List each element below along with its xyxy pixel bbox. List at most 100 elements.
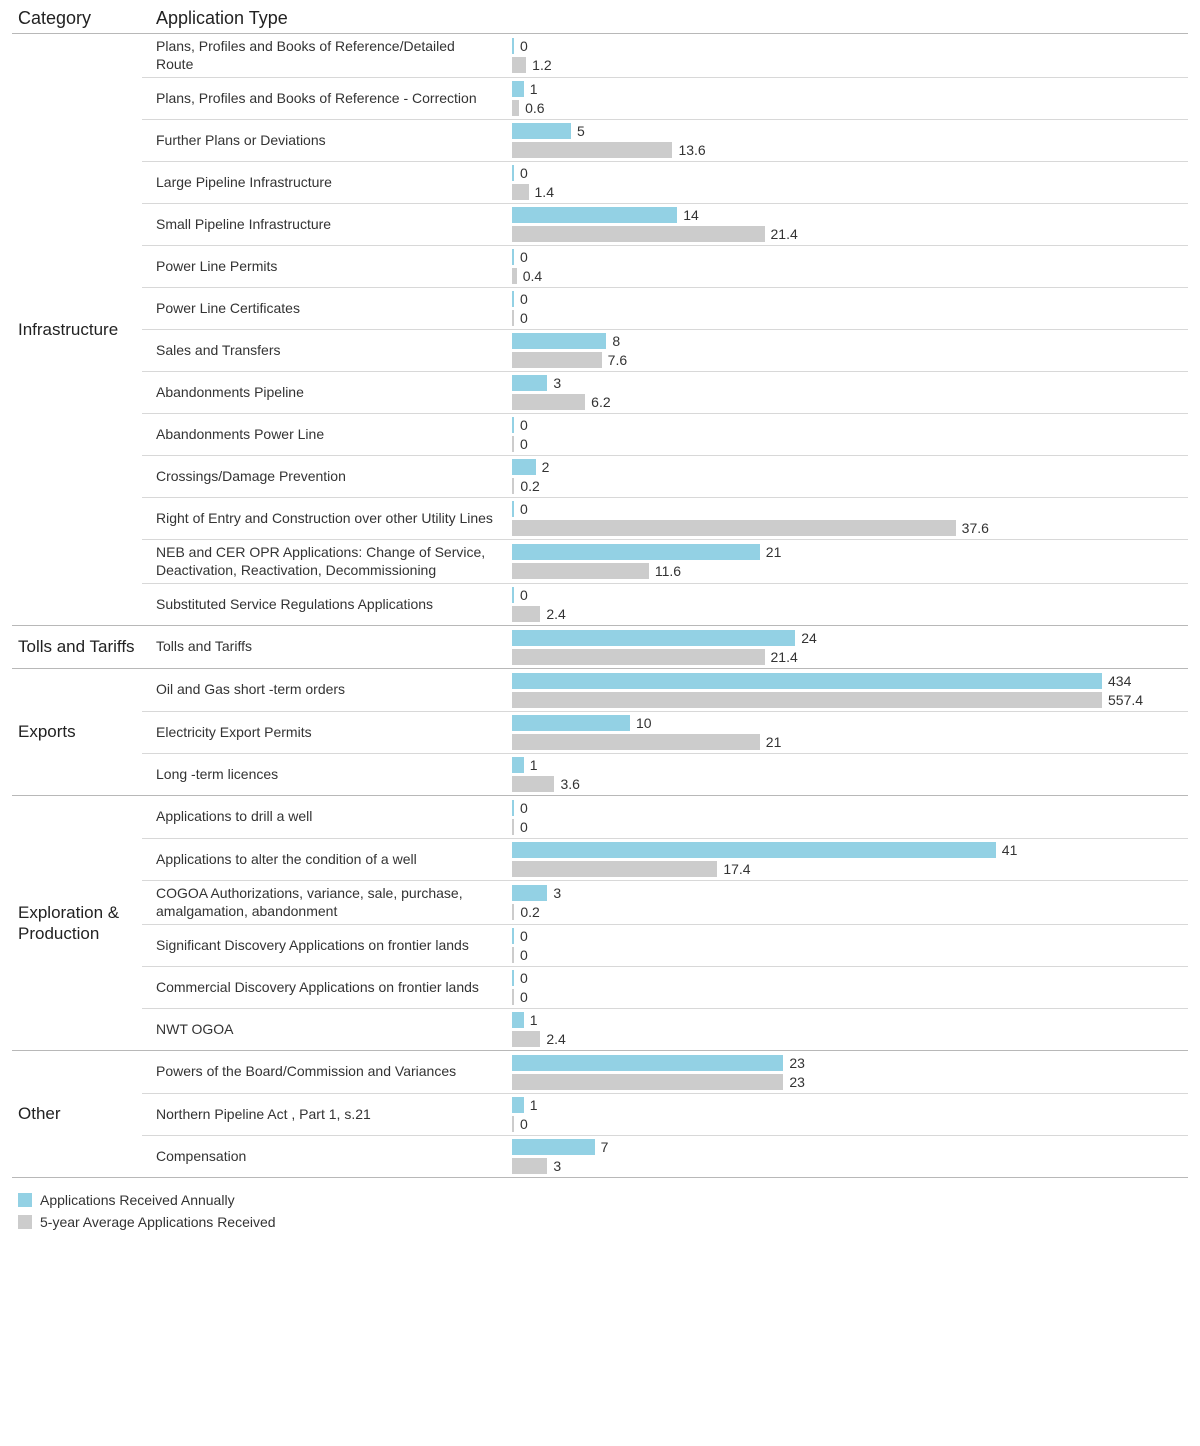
bar-line-secondary: 23	[512, 1074, 1188, 1090]
bars-cell: 30.2	[512, 881, 1188, 924]
bar-value-secondary: 0.2	[520, 904, 539, 920]
category-block: Tolls and TariffsTolls and Tariffs2421.4	[12, 626, 1188, 669]
bar-value-secondary: 0	[520, 310, 528, 326]
bar-line-primary: 3	[512, 885, 1188, 901]
bar-secondary	[512, 861, 717, 877]
category-label: Infrastructure	[12, 34, 142, 625]
bar-primary	[512, 207, 677, 223]
bar-primary	[512, 459, 536, 475]
bar-line-secondary: 0	[512, 989, 1188, 1005]
bar-value-primary: 41	[1002, 842, 1018, 858]
bar-line-secondary: 0.6	[512, 100, 1188, 116]
table-row: Compensation73	[142, 1135, 1188, 1177]
table-row: Long -term licences13.6	[142, 753, 1188, 795]
application-type-label: Tolls and Tariffs	[142, 626, 512, 668]
bar-line-secondary: 2.4	[512, 606, 1188, 622]
bar-value-primary: 1	[530, 1097, 538, 1113]
bars-cell: 00	[512, 288, 1188, 329]
bars-cell: 87.6	[512, 330, 1188, 371]
bars-cell: 037.6	[512, 498, 1188, 539]
bar-line-secondary: 0	[512, 1116, 1188, 1132]
bars-cell: 00	[512, 796, 1188, 838]
bar-value-primary: 8	[612, 333, 620, 349]
table-row: Northern Pipeline Act , Part 1, s.2110	[142, 1093, 1188, 1135]
bar-secondary	[512, 520, 956, 536]
bars-cell: 36.2	[512, 372, 1188, 413]
bar-value-primary: 0	[520, 291, 528, 307]
bar-value-primary: 7	[601, 1139, 609, 1155]
bar-value-secondary: 7.6	[608, 352, 627, 368]
application-type-label: Power Line Permits	[142, 246, 512, 287]
bar-value-primary: 0	[520, 800, 528, 816]
table-row: Applications to alter the condition of a…	[142, 838, 1188, 880]
bar-value-secondary: 557.4	[1108, 692, 1143, 708]
bar-line-primary: 14	[512, 207, 1188, 223]
bars-cell: 01.2	[512, 34, 1188, 77]
application-type-label: Oil and Gas short -term orders	[142, 669, 512, 711]
bars-cell: 14 21.4	[512, 204, 1188, 245]
application-type-label: Further Plans or Deviations	[142, 120, 512, 161]
bar-line-primary: 41	[512, 842, 1188, 858]
bar-line-secondary: 21	[512, 734, 1188, 750]
bar-value-secondary: 23	[789, 1074, 805, 1090]
application-type-label: Abandonments Power Line	[142, 414, 512, 455]
bar-value-secondary: 0	[520, 947, 528, 963]
table-row: Sales and Transfers87.6	[142, 329, 1188, 371]
bar-line-secondary: 37.6	[512, 520, 1188, 536]
bars-cell: 00	[512, 967, 1188, 1008]
bar-value-primary: 1	[530, 81, 538, 97]
application-type-label: Significant Discovery Applications on fr…	[142, 925, 512, 966]
bar-secondary	[512, 478, 514, 494]
bars-cell: 513.6	[512, 120, 1188, 161]
application-type-label: Crossings/Damage Prevention	[142, 456, 512, 497]
bars-cell: 10	[512, 1094, 1188, 1135]
bar-line-secondary: 0.2	[512, 904, 1188, 920]
bar-primary	[512, 673, 1102, 689]
application-type-label: Compensation	[142, 1136, 512, 1177]
bar-value-primary: 0	[520, 587, 528, 603]
bars-cell: 00.4	[512, 246, 1188, 287]
bar-secondary	[512, 268, 517, 284]
bar-secondary	[512, 142, 672, 158]
bar-line-secondary: 0.4	[512, 268, 1188, 284]
bar-line-secondary: 3.6	[512, 776, 1188, 792]
bars-cell: 2421.4	[512, 626, 1188, 668]
application-type-label: Substituted Service Regulations Applicat…	[142, 584, 512, 625]
bar-line-primary: 23	[512, 1055, 1188, 1071]
bar-value-primary: 23	[789, 1055, 805, 1071]
bar-secondary	[512, 1158, 547, 1174]
bar-primary	[512, 1012, 524, 1028]
bar-line-secondary: 1.2	[512, 57, 1188, 73]
bar-line-primary: 1	[512, 757, 1188, 773]
table-row: Oil and Gas short -term orders434557.4	[142, 669, 1188, 711]
bar-line-secondary: 557.4	[512, 692, 1188, 708]
rows-column: Tolls and Tariffs2421.4	[142, 626, 1188, 668]
bar-primary	[512, 1055, 783, 1071]
chart-body: InfrastructurePlans, Profiles and Books …	[12, 34, 1188, 1178]
bar-secondary	[512, 57, 526, 73]
table-row: Powers of the Board/Commission and Varia…	[142, 1051, 1188, 1093]
table-row: Commercial Discovery Applications on fro…	[142, 966, 1188, 1008]
bar-line-primary: 0	[512, 970, 1188, 986]
bar-secondary	[512, 1116, 514, 1132]
bar-line-primary: 0	[512, 800, 1188, 816]
bar-line-primary: 0	[512, 291, 1188, 307]
bar-secondary	[512, 1031, 540, 1047]
bar-line-primary: 0	[512, 249, 1188, 265]
application-type-label: Plans, Profiles and Books of Reference -…	[142, 78, 512, 119]
bar-value-secondary: 0	[520, 1116, 528, 1132]
bar-value-secondary: 2.4	[546, 1031, 565, 1047]
table-row: Crossings/Damage Prevention20.2	[142, 455, 1188, 497]
table-row: Power Line Certificates00	[142, 287, 1188, 329]
category-label: Tolls and Tariffs	[12, 626, 142, 668]
bar-line-secondary: 21.4	[512, 226, 1188, 242]
bar-value-primary: 2	[542, 459, 550, 475]
header-category: Category	[12, 8, 142, 29]
bar-value-secondary: 37.6	[962, 520, 989, 536]
bar-primary	[512, 1097, 524, 1113]
bar-primary	[512, 123, 571, 139]
bars-cell: 73	[512, 1136, 1188, 1177]
bar-line-secondary: 0	[512, 436, 1188, 452]
bars-cell: 01.4	[512, 162, 1188, 203]
legend-label-primary: Applications Received Annually	[40, 1192, 235, 1208]
